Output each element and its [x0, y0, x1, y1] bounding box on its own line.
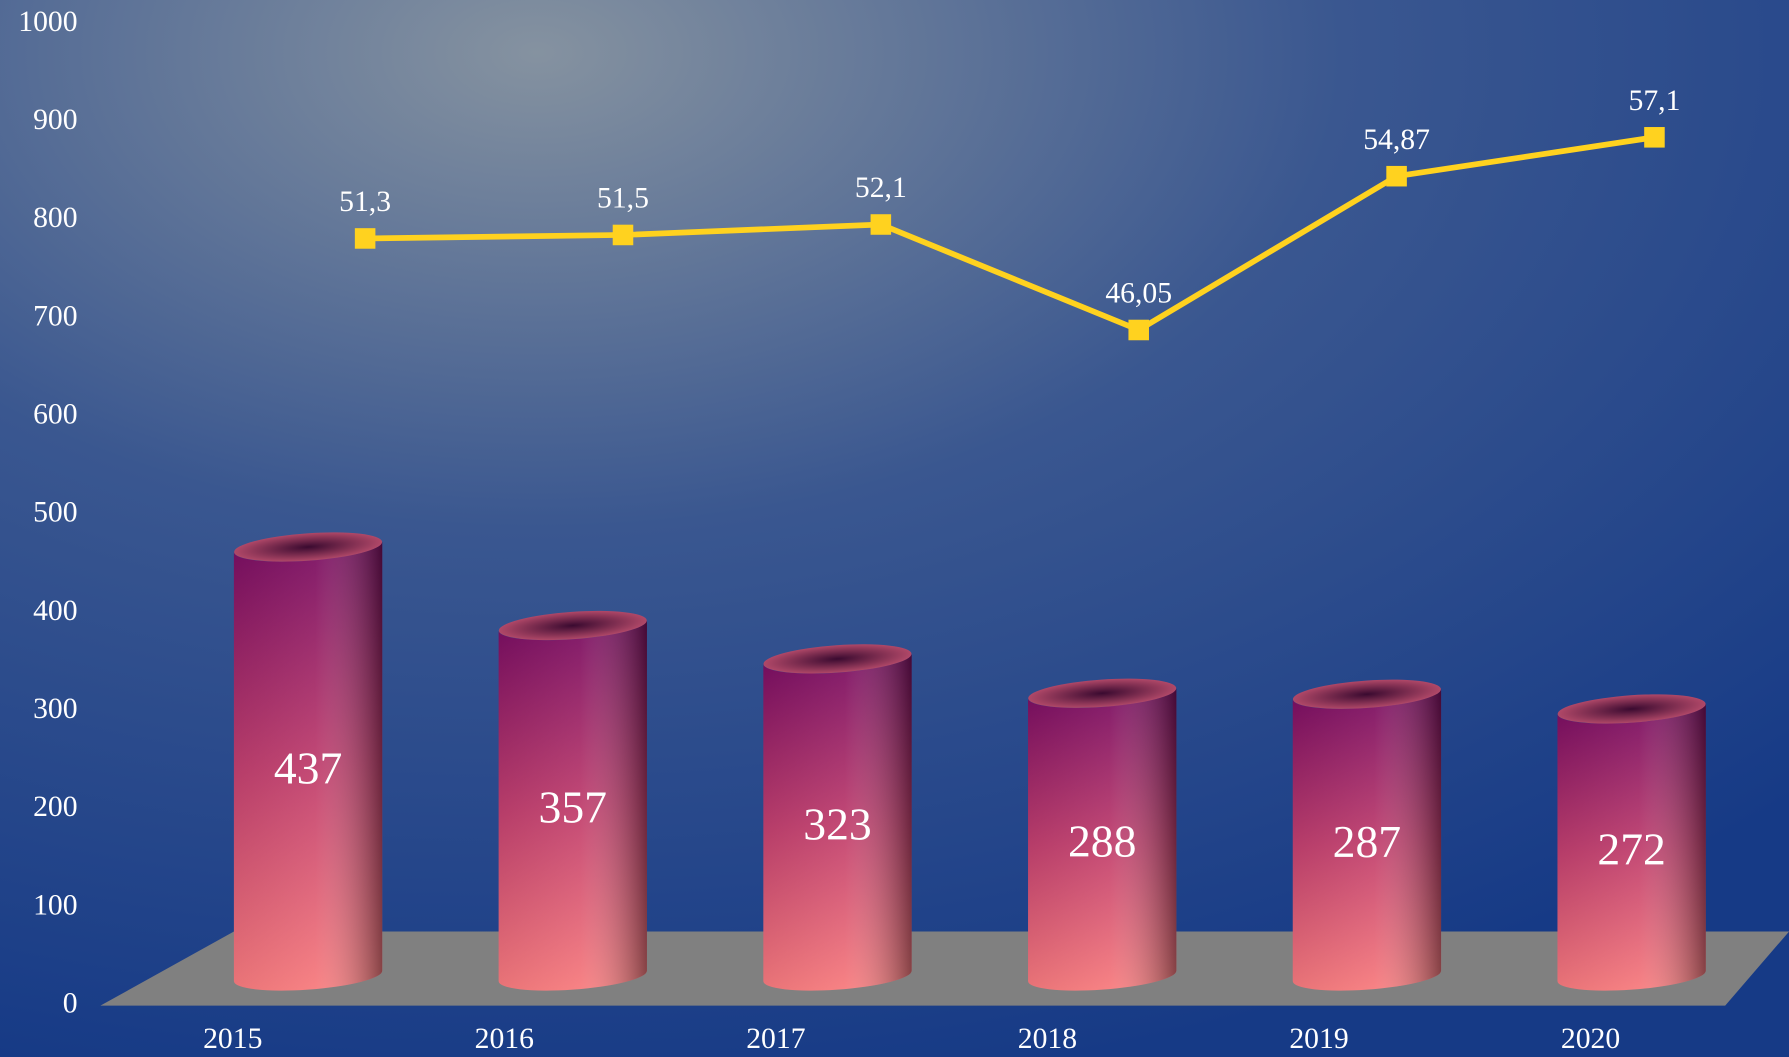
bar-shade: [1028, 688, 1177, 991]
x-tick-label: 2016: [475, 1023, 534, 1055]
bar-value-label: 272: [1597, 823, 1665, 874]
y-tick-label: 600: [33, 398, 77, 430]
bar-value-label: 288: [1068, 815, 1136, 866]
bar-shade: [498, 620, 647, 991]
x-tick-label: 2019: [1289, 1023, 1348, 1055]
plot-area: 0 100 200 300 400 500 600 700 800 900 1000 2015 2016…: [18, 6, 1789, 1055]
line-value-label: 52,1: [855, 172, 907, 204]
y-tick-label: 700: [33, 300, 77, 332]
bar-top: [1028, 678, 1177, 708]
bar-value-label: 287: [1333, 816, 1401, 867]
bar-top: [1292, 679, 1441, 709]
bar-value-label: 357: [539, 782, 607, 833]
bar-top: [498, 610, 647, 641]
x-tick-label: 2015: [203, 1023, 262, 1055]
bar-shade: [233, 541, 383, 991]
line-marker: [354, 228, 376, 249]
y-tick-label: 800: [33, 202, 77, 234]
line-value-label: 57,1: [1629, 85, 1681, 117]
line-value-label: 46,05: [1105, 278, 1172, 310]
line-value-label: 54,87: [1363, 124, 1430, 156]
bar-shade: [1292, 689, 1442, 991]
line-value-label: 51,3: [339, 186, 391, 218]
y-tick-label: 400: [33, 595, 77, 627]
bar-value-label: 323: [803, 798, 871, 849]
y-tick-label: 900: [33, 104, 77, 136]
bar-top: [234, 532, 383, 562]
y-tick-label: 200: [33, 791, 77, 823]
line-marker: [1644, 127, 1665, 148]
bar-top: [763, 644, 912, 674]
line-marker: [1386, 165, 1407, 187]
line-marker: [1128, 319, 1149, 341]
y-tick-label: 300: [33, 693, 77, 725]
bar-shade: [763, 653, 912, 991]
line-value-label: 51,5: [597, 183, 649, 215]
bar-top: [1557, 694, 1706, 724]
y-tick-label: 1000: [18, 6, 77, 38]
line-marker: [870, 214, 892, 235]
x-tick-label: 2020: [1561, 1023, 1620, 1055]
line-marker: [612, 224, 634, 246]
y-tick-label: 100: [33, 889, 77, 921]
x-tick-label: 2018: [1018, 1023, 1077, 1055]
line: [365, 134, 1655, 334]
y-tick-label: 0: [63, 987, 78, 1019]
bar-shade: [1557, 703, 1706, 991]
y-tick-label: 500: [33, 497, 77, 529]
bar-value-label: 437: [274, 742, 342, 793]
x-tick-label: 2017: [746, 1023, 805, 1055]
